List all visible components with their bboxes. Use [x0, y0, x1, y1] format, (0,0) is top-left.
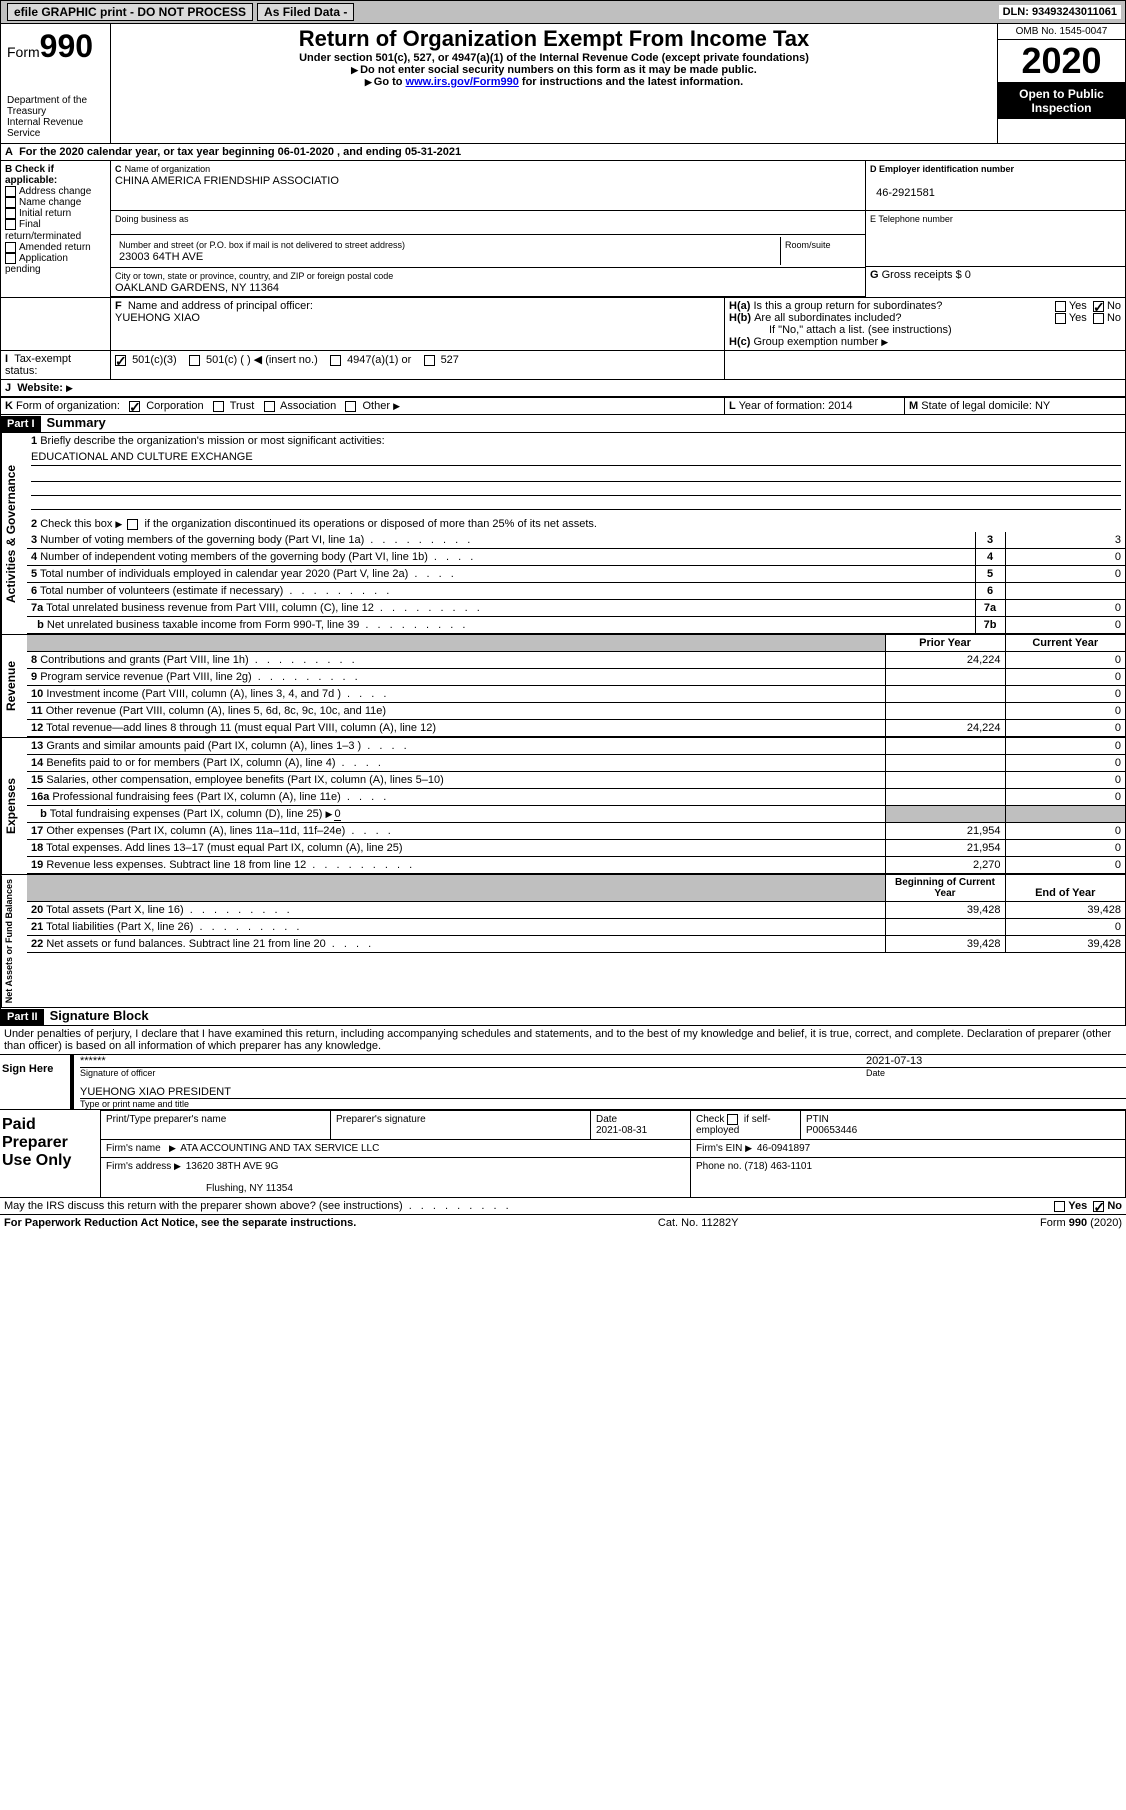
officer-sig: ****** [80, 1055, 866, 1067]
chk-amended[interactable]: Amended return [5, 242, 106, 253]
chk-name[interactable]: Name change [5, 197, 106, 208]
footer: For Paperwork Reduction Act Notice, see … [0, 1215, 1126, 1231]
rot-expenses: Expenses [1, 738, 27, 874]
chk-application[interactable]: Application pending [5, 253, 106, 275]
chk-assoc[interactable] [264, 401, 275, 412]
row-i: I Tax-exempt status: 501(c)(3) 501(c) ( … [0, 350, 1126, 379]
chk-self-employed[interactable] [727, 1114, 738, 1125]
chk-address[interactable]: Address change [5, 186, 106, 197]
subtitle1: Under section 501(c), 527, or 4947(a)(1)… [117, 52, 991, 64]
f-label: F [115, 300, 122, 312]
rot-activities: Activities & Governance [1, 433, 27, 634]
part2-header: Part IISignature Block [0, 1008, 1126, 1026]
irs-discuss: May the IRS discuss this return with the… [0, 1198, 1126, 1215]
expenses-section: Expenses 13 Grants and similar amounts p… [0, 738, 1126, 875]
rot-netassets: Net Assets or Fund Balances [1, 875, 27, 1007]
g-text: Gross receipts $ [882, 269, 962, 281]
city: OAKLAND GARDENS, NY 11364 [115, 282, 279, 294]
sign-here: Sign Here ****** 2021-07-13 Signature of… [0, 1054, 1126, 1109]
g-label: G [870, 269, 879, 281]
b-label: B Check if applicable: [5, 164, 106, 186]
chk-501c3[interactable] [115, 355, 126, 366]
topbar: efile GRAPHIC print - DO NOT PROCESS As … [0, 0, 1126, 24]
hc-label: H(c) [729, 336, 750, 348]
revenue-section: Revenue Prior YearCurrent Year 8 Contrib… [0, 635, 1126, 738]
chk-initial[interactable]: Initial return [5, 208, 106, 219]
g-val: 0 [965, 269, 971, 281]
hb-label: H(b) [729, 312, 751, 324]
org-name: CHINA AMERICA FRIENDSHIP ASSOCIATIO [115, 175, 339, 187]
irs-link[interactable]: www.irs.gov/Form990 [406, 76, 519, 88]
chk-527[interactable] [424, 355, 435, 366]
hb-yes[interactable] [1055, 313, 1066, 324]
chk-4947[interactable] [330, 355, 341, 366]
subtitle3: Go to www.irs.gov/Form990 for instructio… [117, 76, 991, 88]
name-label: Name of organization [125, 164, 211, 174]
officer-name-title: YUEHONG XIAO PRESIDENT [80, 1086, 1126, 1099]
row-klm: K Form of organization: Corporation Trus… [0, 397, 1126, 415]
d-label: D Employer identification number [870, 164, 1014, 174]
ha-no[interactable] [1093, 301, 1104, 312]
room-label: Room/suite [785, 240, 831, 250]
form-number: Form990 [7, 28, 104, 65]
perjury-decl: Under penalties of perjury, I declare th… [0, 1026, 1126, 1054]
officer-name: YUEHONG XIAO [115, 312, 200, 324]
part1-header: Part ISummary [0, 415, 1126, 433]
row-a: A For the 2020 calendar year, or tax yea… [0, 144, 1126, 161]
subtitle2: Do not enter social security numbers on … [117, 64, 991, 76]
omb: OMB No. 1545-0047 [998, 24, 1125, 40]
chk-corp[interactable] [129, 401, 140, 412]
f-text: Name and address of principal officer: [128, 300, 313, 312]
addr-label: Number and street (or P.O. box if mail i… [119, 240, 405, 250]
rot-revenue: Revenue [1, 635, 27, 737]
hc-text: Group exemption number [753, 336, 878, 348]
city-label: City or town, state or province, country… [115, 271, 393, 281]
irs-no[interactable] [1093, 1201, 1104, 1212]
chk-trust[interactable] [213, 401, 224, 412]
hb-text: Are all subordinates included? [754, 312, 901, 324]
chk-501c[interactable] [189, 355, 200, 366]
tax-year: 2020 [998, 40, 1125, 83]
ha-label: H(a) [729, 300, 750, 312]
ein: 46-2921581 [876, 187, 935, 199]
c-label: C [115, 164, 122, 174]
line1-label: Briefly describe the organization's miss… [40, 435, 384, 447]
efile-btn: efile GRAPHIC print - DO NOT PROCESS [7, 3, 253, 21]
fh-row: F Name and address of principal officer:… [0, 297, 1126, 350]
chk-final[interactable]: Final return/terminated [5, 219, 106, 241]
paid-preparer: Paid Preparer Use Only Print/Type prepar… [0, 1109, 1126, 1198]
sign-date: 2021-07-13 [866, 1055, 1126, 1067]
header: Form990 Department of the Treasury Inter… [0, 24, 1126, 144]
e-label: E Telephone number [870, 214, 953, 224]
row-j: J Website: [0, 379, 1126, 397]
line1-value: EDUCATIONAL AND CULTURE EXCHANGE [31, 451, 1121, 466]
form-title: Return of Organization Exempt From Incom… [117, 26, 991, 52]
dept: Department of the Treasury Internal Reve… [7, 95, 104, 139]
asfiled-btn: As Filed Data - [257, 3, 354, 21]
open-inspection: Open to Public Inspection [998, 83, 1125, 119]
bcd-grid: B Check if applicable: Address change Na… [0, 161, 1126, 297]
ha-text: Is this a group return for subordinates? [753, 300, 942, 312]
chk-discontinued[interactable] [127, 519, 138, 530]
netassets-section: Net Assets or Fund Balances Beginning of… [0, 875, 1126, 1008]
chk-other[interactable] [345, 401, 356, 412]
lines-3-7: 3 Number of voting members of the govern… [27, 532, 1125, 634]
irs-yes[interactable] [1054, 1201, 1065, 1212]
dln: DLN: 93493243011061 [999, 5, 1121, 19]
street: 23003 64TH AVE [119, 251, 203, 263]
h-note: If "No," attach a list. (see instruction… [729, 324, 1121, 336]
ha-yes[interactable] [1055, 301, 1066, 312]
dba-label: Doing business as [115, 214, 189, 224]
part1-body: Activities & Governance 1 Briefly descri… [0, 433, 1126, 635]
hb-no[interactable] [1093, 313, 1104, 324]
